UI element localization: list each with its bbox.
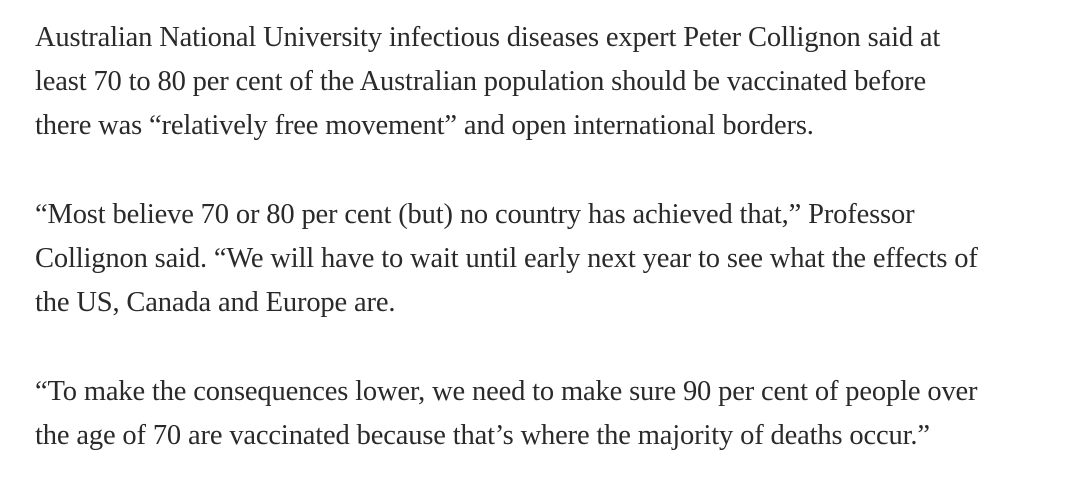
- paragraph-line: there was “relatively free movement” and…: [35, 110, 814, 141]
- paragraph-line: the US, Canada and Europe are.: [35, 287, 396, 318]
- paragraph-2: “Most believe 70 or 80 per cent (but) no…: [35, 193, 1060, 325]
- paragraph-line: “Most believe 70 or 80 per cent (but) no…: [35, 199, 915, 230]
- paragraph-line: Collignon said. “We will have to wait un…: [35, 243, 978, 274]
- paragraph-1: Australian National University infectiou…: [35, 16, 1060, 148]
- paragraph-line: least 70 to 80 per cent of the Australia…: [35, 66, 927, 97]
- paragraph-3: “To make the consequences lower, we need…: [35, 370, 1060, 458]
- paragraph-line: “To make the consequences lower, we need…: [35, 376, 978, 407]
- paragraph-line: Australian National University infectiou…: [35, 22, 941, 53]
- paragraph-line: the age of 70 are vaccinated because tha…: [35, 420, 930, 451]
